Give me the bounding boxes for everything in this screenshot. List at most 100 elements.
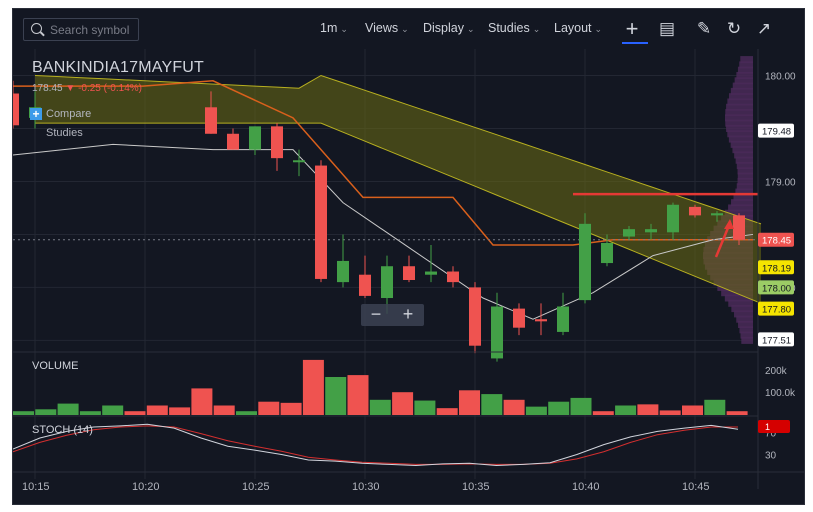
volume-bar xyxy=(503,399,525,415)
interval-label: 1m xyxy=(320,21,338,35)
volume-profile-bar xyxy=(735,188,753,196)
volume-bar xyxy=(704,399,726,415)
volume-profile-bar xyxy=(728,93,753,101)
candle xyxy=(469,287,481,346)
chevron-down-icon: ⌄ xyxy=(594,24,603,34)
candle xyxy=(689,206,701,216)
price-label-tag xyxy=(758,123,794,138)
candle xyxy=(513,308,525,328)
candle xyxy=(623,229,635,237)
candle xyxy=(557,306,569,332)
candle xyxy=(645,229,657,233)
volume-bar xyxy=(659,410,681,415)
candle xyxy=(381,266,393,299)
candle xyxy=(315,165,327,279)
volume-profile-bar xyxy=(726,124,753,132)
price-label-tag xyxy=(758,280,794,295)
time-axis-tick: 10:35 xyxy=(462,481,490,493)
views-menu[interactable]: Views ⌄ xyxy=(365,21,409,35)
time-axis-tick: 10:15 xyxy=(22,481,50,493)
price-label-tag xyxy=(758,332,794,347)
indicator-cloud xyxy=(35,75,761,304)
candle xyxy=(205,107,217,134)
crosshair-icon[interactable]: + xyxy=(625,16,639,41)
price-label: 177.51 xyxy=(762,335,791,346)
time-axis-tick: 10:45 xyxy=(682,481,710,493)
volume-profile-bar xyxy=(725,119,753,127)
chart-canvas[interactable]: 180.00 179.00 178.00 179.48 178.45 178.19 178.… xyxy=(13,9,805,505)
volume-profile-bar xyxy=(734,151,753,159)
price-label: 178.19 xyxy=(762,263,791,274)
volume-bar xyxy=(258,401,280,415)
studies-link[interactable]: Studies xyxy=(46,127,83,139)
compare-link[interactable]: Compare xyxy=(46,108,92,120)
layout-menu[interactable]: Layout ⌄ xyxy=(554,21,602,35)
volume-profile-bar xyxy=(732,146,753,154)
price-change: -0.25 (-0.14%) xyxy=(78,83,142,94)
volume-bar xyxy=(280,402,302,415)
candle xyxy=(293,160,305,163)
volume-bar xyxy=(102,405,124,415)
volume-bar xyxy=(369,399,391,415)
studies-menu[interactable]: Studies ⌄ xyxy=(488,21,540,35)
volume-profile-bar xyxy=(728,135,753,143)
volume-profile-bar xyxy=(727,98,753,106)
draw-pencil-icon[interactable]: ✎ xyxy=(696,19,712,38)
chevron-down-icon: ⌄ xyxy=(340,24,348,34)
share-external-icon[interactable]: ↗ xyxy=(756,19,772,38)
zoom-out-button[interactable]: − xyxy=(370,304,382,324)
candle xyxy=(359,274,371,296)
time-axis-tick: 10:25 xyxy=(242,481,270,493)
volume-profile-bar xyxy=(737,172,753,180)
symbol-search[interactable]: Search symbol xyxy=(23,18,139,41)
crosshair-active-underline xyxy=(622,42,648,44)
volume-profile-bar xyxy=(730,140,753,148)
search-placeholder: Search symbol xyxy=(50,23,130,37)
compare-plus-icon[interactable]: + xyxy=(30,108,42,120)
volume-bar xyxy=(637,404,659,415)
volume-profile-bar xyxy=(724,294,753,302)
volume-pane-label: VOLUME xyxy=(32,360,79,372)
volume-bar xyxy=(302,359,324,415)
volume-bar xyxy=(124,411,146,415)
candle xyxy=(425,271,437,275)
candle xyxy=(249,126,261,150)
stoch-k-line xyxy=(13,423,739,467)
annotation-icon[interactable]: ▤ xyxy=(658,19,676,38)
orange-step-line xyxy=(13,80,753,246)
stoch-value-tag xyxy=(758,420,790,433)
candle xyxy=(601,242,613,264)
price-label-tag xyxy=(758,232,794,247)
candle xyxy=(227,133,239,150)
volume-bar xyxy=(191,388,213,415)
volume-profile-bar xyxy=(731,305,753,313)
volume-profile-bar xyxy=(726,103,753,111)
candle xyxy=(667,204,679,233)
volume-profile-bar xyxy=(727,130,753,138)
red-arrow-head xyxy=(724,219,734,229)
price-axis-tick: 180.00 xyxy=(765,71,796,82)
zoom-controls: − + xyxy=(361,304,424,326)
volume-profile-bar xyxy=(730,87,753,95)
zoom-in-button[interactable]: + xyxy=(402,304,414,324)
candle xyxy=(403,266,415,281)
volume-profile-bar xyxy=(740,331,753,339)
volume-bar xyxy=(347,375,369,415)
reset-icon[interactable]: ↻ xyxy=(726,19,742,38)
volume-bar xyxy=(146,405,168,415)
volume-bar xyxy=(13,411,34,415)
volume-profile-bar xyxy=(733,193,753,201)
views-label: Views xyxy=(365,21,399,35)
interval-menu[interactable]: 1m ⌄ xyxy=(320,21,348,35)
volume-profile-bar xyxy=(728,204,753,212)
volume-bar xyxy=(436,408,458,415)
volume-axis-tick: 100.0k xyxy=(765,388,796,399)
volume-profile-bar xyxy=(725,109,753,117)
layout-label: Layout xyxy=(554,21,592,35)
volume-bar xyxy=(325,377,347,415)
volume-profile-bar xyxy=(736,183,753,191)
volume-bar xyxy=(548,401,570,415)
display-menu[interactable]: Display ⌄ xyxy=(423,21,475,35)
volume-bar xyxy=(79,411,101,415)
candle xyxy=(491,306,503,359)
